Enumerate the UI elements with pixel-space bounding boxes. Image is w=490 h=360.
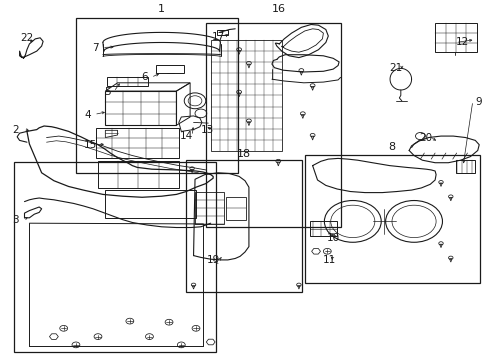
Text: 11: 11 [322, 255, 336, 265]
Bar [435, 23, 477, 52]
Text: 15: 15 [84, 140, 98, 150]
Bar [310, 221, 337, 236]
Bar [98, 161, 179, 188]
Bar [96, 128, 179, 158]
Text: 12: 12 [455, 37, 469, 48]
Text: 13: 13 [201, 125, 215, 135]
Text: 17: 17 [211, 32, 225, 42]
Bar [226, 197, 246, 220]
Bar [186, 160, 302, 292]
Bar [76, 18, 238, 173]
Text: 7: 7 [92, 42, 99, 53]
Text: 14: 14 [179, 131, 193, 141]
Bar [217, 30, 228, 35]
Text: 19: 19 [206, 255, 220, 265]
Text: 16: 16 [272, 4, 286, 14]
Bar [211, 40, 282, 151]
Text: 18: 18 [237, 149, 250, 159]
Bar [14, 162, 216, 352]
Bar [105, 190, 196, 218]
Bar [305, 155, 480, 283]
Text: 9: 9 [475, 96, 482, 107]
Bar [206, 23, 341, 227]
Text: 20: 20 [419, 132, 432, 143]
Text: 4: 4 [85, 110, 92, 120]
Text: 1: 1 [158, 4, 165, 14]
Text: 3: 3 [12, 215, 19, 225]
Text: 21: 21 [389, 63, 403, 73]
Bar [107, 77, 148, 86]
Bar [156, 65, 184, 73]
Text: 8: 8 [389, 142, 395, 152]
Text: 6: 6 [141, 72, 148, 82]
Bar [105, 91, 176, 125]
Bar [456, 160, 475, 173]
Text: 10: 10 [327, 233, 340, 243]
Text: 2: 2 [12, 125, 19, 135]
Bar [195, 192, 224, 224]
Text: 22: 22 [20, 33, 34, 43]
Text: 5: 5 [104, 87, 111, 97]
